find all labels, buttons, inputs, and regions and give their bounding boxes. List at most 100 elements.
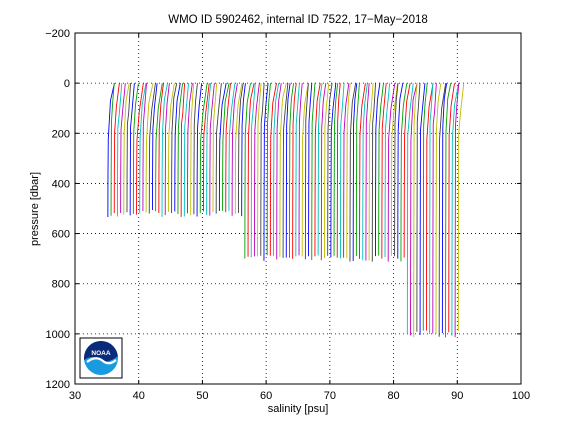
profile-line — [336, 83, 341, 258]
profile-line — [148, 83, 156, 214]
profile-line — [241, 83, 246, 217]
profile-line — [145, 83, 154, 213]
profile-line — [419, 83, 426, 335]
profile-line — [445, 83, 452, 338]
profile-line — [343, 83, 350, 258]
profile-line — [349, 83, 357, 262]
profile-line — [126, 83, 131, 213]
y-tick-label: 200 — [52, 128, 70, 140]
profile-line — [378, 83, 384, 256]
profile-line — [362, 83, 368, 261]
profile-line — [193, 83, 198, 215]
y-axis-label: pressure [dbar] — [29, 172, 41, 246]
x-tick-label: 40 — [133, 390, 145, 402]
profile-line — [215, 83, 222, 214]
profile-line — [177, 83, 183, 215]
profile-line — [304, 83, 309, 260]
profile-line — [435, 83, 442, 334]
profile-line — [161, 83, 168, 217]
profile-line — [187, 83, 193, 214]
profile-line — [298, 83, 303, 256]
profile-line — [448, 83, 455, 333]
profile-line — [454, 83, 460, 338]
profile-line — [425, 83, 434, 331]
profile-line — [142, 83, 147, 211]
profile-line — [250, 83, 256, 258]
profile-line — [196, 83, 203, 217]
profile-line — [327, 83, 333, 256]
profile-line — [202, 83, 210, 212]
y-tick-label: −200 — [45, 28, 70, 40]
x-tick-label: 90 — [451, 390, 463, 402]
profile-line — [282, 83, 289, 258]
profile-line — [174, 83, 181, 212]
profile-line — [429, 83, 434, 334]
profile-line — [266, 83, 271, 256]
x-tick-label: 80 — [387, 390, 399, 402]
logo-sky — [84, 341, 118, 362]
profile-line — [397, 83, 404, 259]
profile-line — [253, 83, 260, 257]
profile-line — [231, 83, 238, 216]
profile-line — [355, 83, 360, 257]
profile-line — [110, 83, 115, 216]
profile-line — [410, 83, 418, 336]
y-tick-labels: −200 0 200 400 600 800 1000 1200 — [45, 28, 70, 391]
y-tick-label: 800 — [52, 279, 70, 291]
profile-line — [365, 83, 370, 261]
profile-line — [384, 83, 391, 257]
profile-line — [387, 83, 396, 262]
profile-line — [225, 83, 231, 213]
profile-line — [333, 83, 339, 256]
profile-line — [289, 83, 295, 258]
x-axis-label: salinity [psu] — [268, 403, 329, 415]
logo-wave — [86, 357, 117, 365]
x-tick-label: 100 — [512, 390, 530, 402]
profile-line — [371, 83, 377, 262]
profile-line — [132, 83, 139, 214]
profile-line — [403, 83, 411, 258]
profile-line — [155, 83, 163, 212]
plot-frame — [74, 32, 522, 385]
profile-line — [311, 83, 316, 261]
x-tick-label: 70 — [324, 390, 336, 402]
x-tick-labels: 30 40 50 60 70 80 90 100 — [69, 390, 530, 402]
profile-line — [295, 83, 300, 257]
profile-line — [209, 83, 215, 216]
y-tick-label: 0 — [64, 78, 70, 90]
profile-line — [269, 83, 277, 256]
profile-line — [320, 83, 327, 261]
profile-line — [416, 83, 421, 332]
profile-line — [352, 83, 358, 261]
profile-line — [139, 83, 147, 213]
profile-line — [394, 83, 399, 257]
chart-title: WMO ID 5902462, internal ID 7522, 17−May… — [168, 14, 428, 26]
profile-line — [273, 83, 280, 256]
profile-line — [171, 83, 178, 213]
profile-line — [413, 83, 418, 337]
x-tick-label: 50 — [196, 390, 208, 402]
y-tick-label: 1000 — [46, 329, 70, 341]
profile-line — [285, 83, 291, 258]
profile-line — [359, 83, 366, 259]
profile-line — [451, 83, 460, 336]
profile-line — [368, 83, 374, 261]
logo-text: NOAA — [91, 350, 110, 357]
profile-line — [438, 83, 447, 337]
profile-line — [238, 83, 244, 213]
profile-line — [228, 83, 236, 211]
grid-lines — [75, 33, 521, 384]
profile-line — [441, 83, 448, 334]
profile-line — [183, 83, 189, 217]
profile-line — [234, 83, 243, 214]
noaa-logo: NOAA — [79, 337, 123, 379]
profile-line — [199, 83, 208, 214]
x-tick-label: 30 — [69, 390, 81, 402]
profile-line — [339, 83, 345, 259]
profile-line — [244, 83, 251, 259]
profile-line — [164, 83, 170, 216]
profile-line — [432, 83, 437, 334]
profile-line — [123, 83, 130, 215]
